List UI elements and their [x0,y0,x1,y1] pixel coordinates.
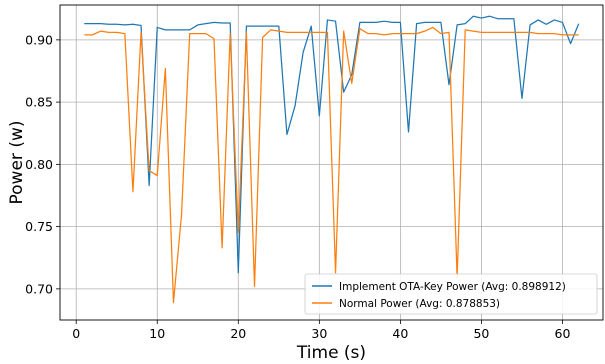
x-axis-title: Time (s) [296,343,366,363]
y-tick-label: 0.70 [25,281,53,296]
grid-lines [60,5,603,320]
series-line-2 [84,26,579,304]
x-tick-label: 20 [230,326,246,341]
y-axis-title: Power (w) [7,121,27,205]
plot-frame [59,4,604,321]
y-tick-label: 0.75 [25,219,53,234]
legend-label-2: Normal Power (Avg: 0.878853) [339,298,500,310]
x-tick-label: 0 [72,326,80,341]
x-tick-label: 30 [311,326,327,341]
axis-ticks: 0 10 20 30 40 50 60 0.70 0.75 0.80 0.85 0.90 [25,32,570,341]
x-tick-label: 60 [555,326,571,341]
legend-box [304,273,598,315]
y-tick-label: 0.85 [25,95,53,110]
series-line-1 [84,15,580,274]
legend-label-1: Implement OTA-Key Power (Avg: 0.898912) [339,281,566,293]
x-tick-label: 10 [149,326,165,341]
y-tick-label: 0.90 [25,32,53,47]
legend: Implement OTA-Key Power (Avg: 0.898912) N… [304,273,598,315]
y-tick-label: 0.80 [25,157,53,172]
x-tick-label: 40 [392,326,408,341]
series-lines [84,15,580,304]
x-tick-label: 50 [473,326,489,341]
